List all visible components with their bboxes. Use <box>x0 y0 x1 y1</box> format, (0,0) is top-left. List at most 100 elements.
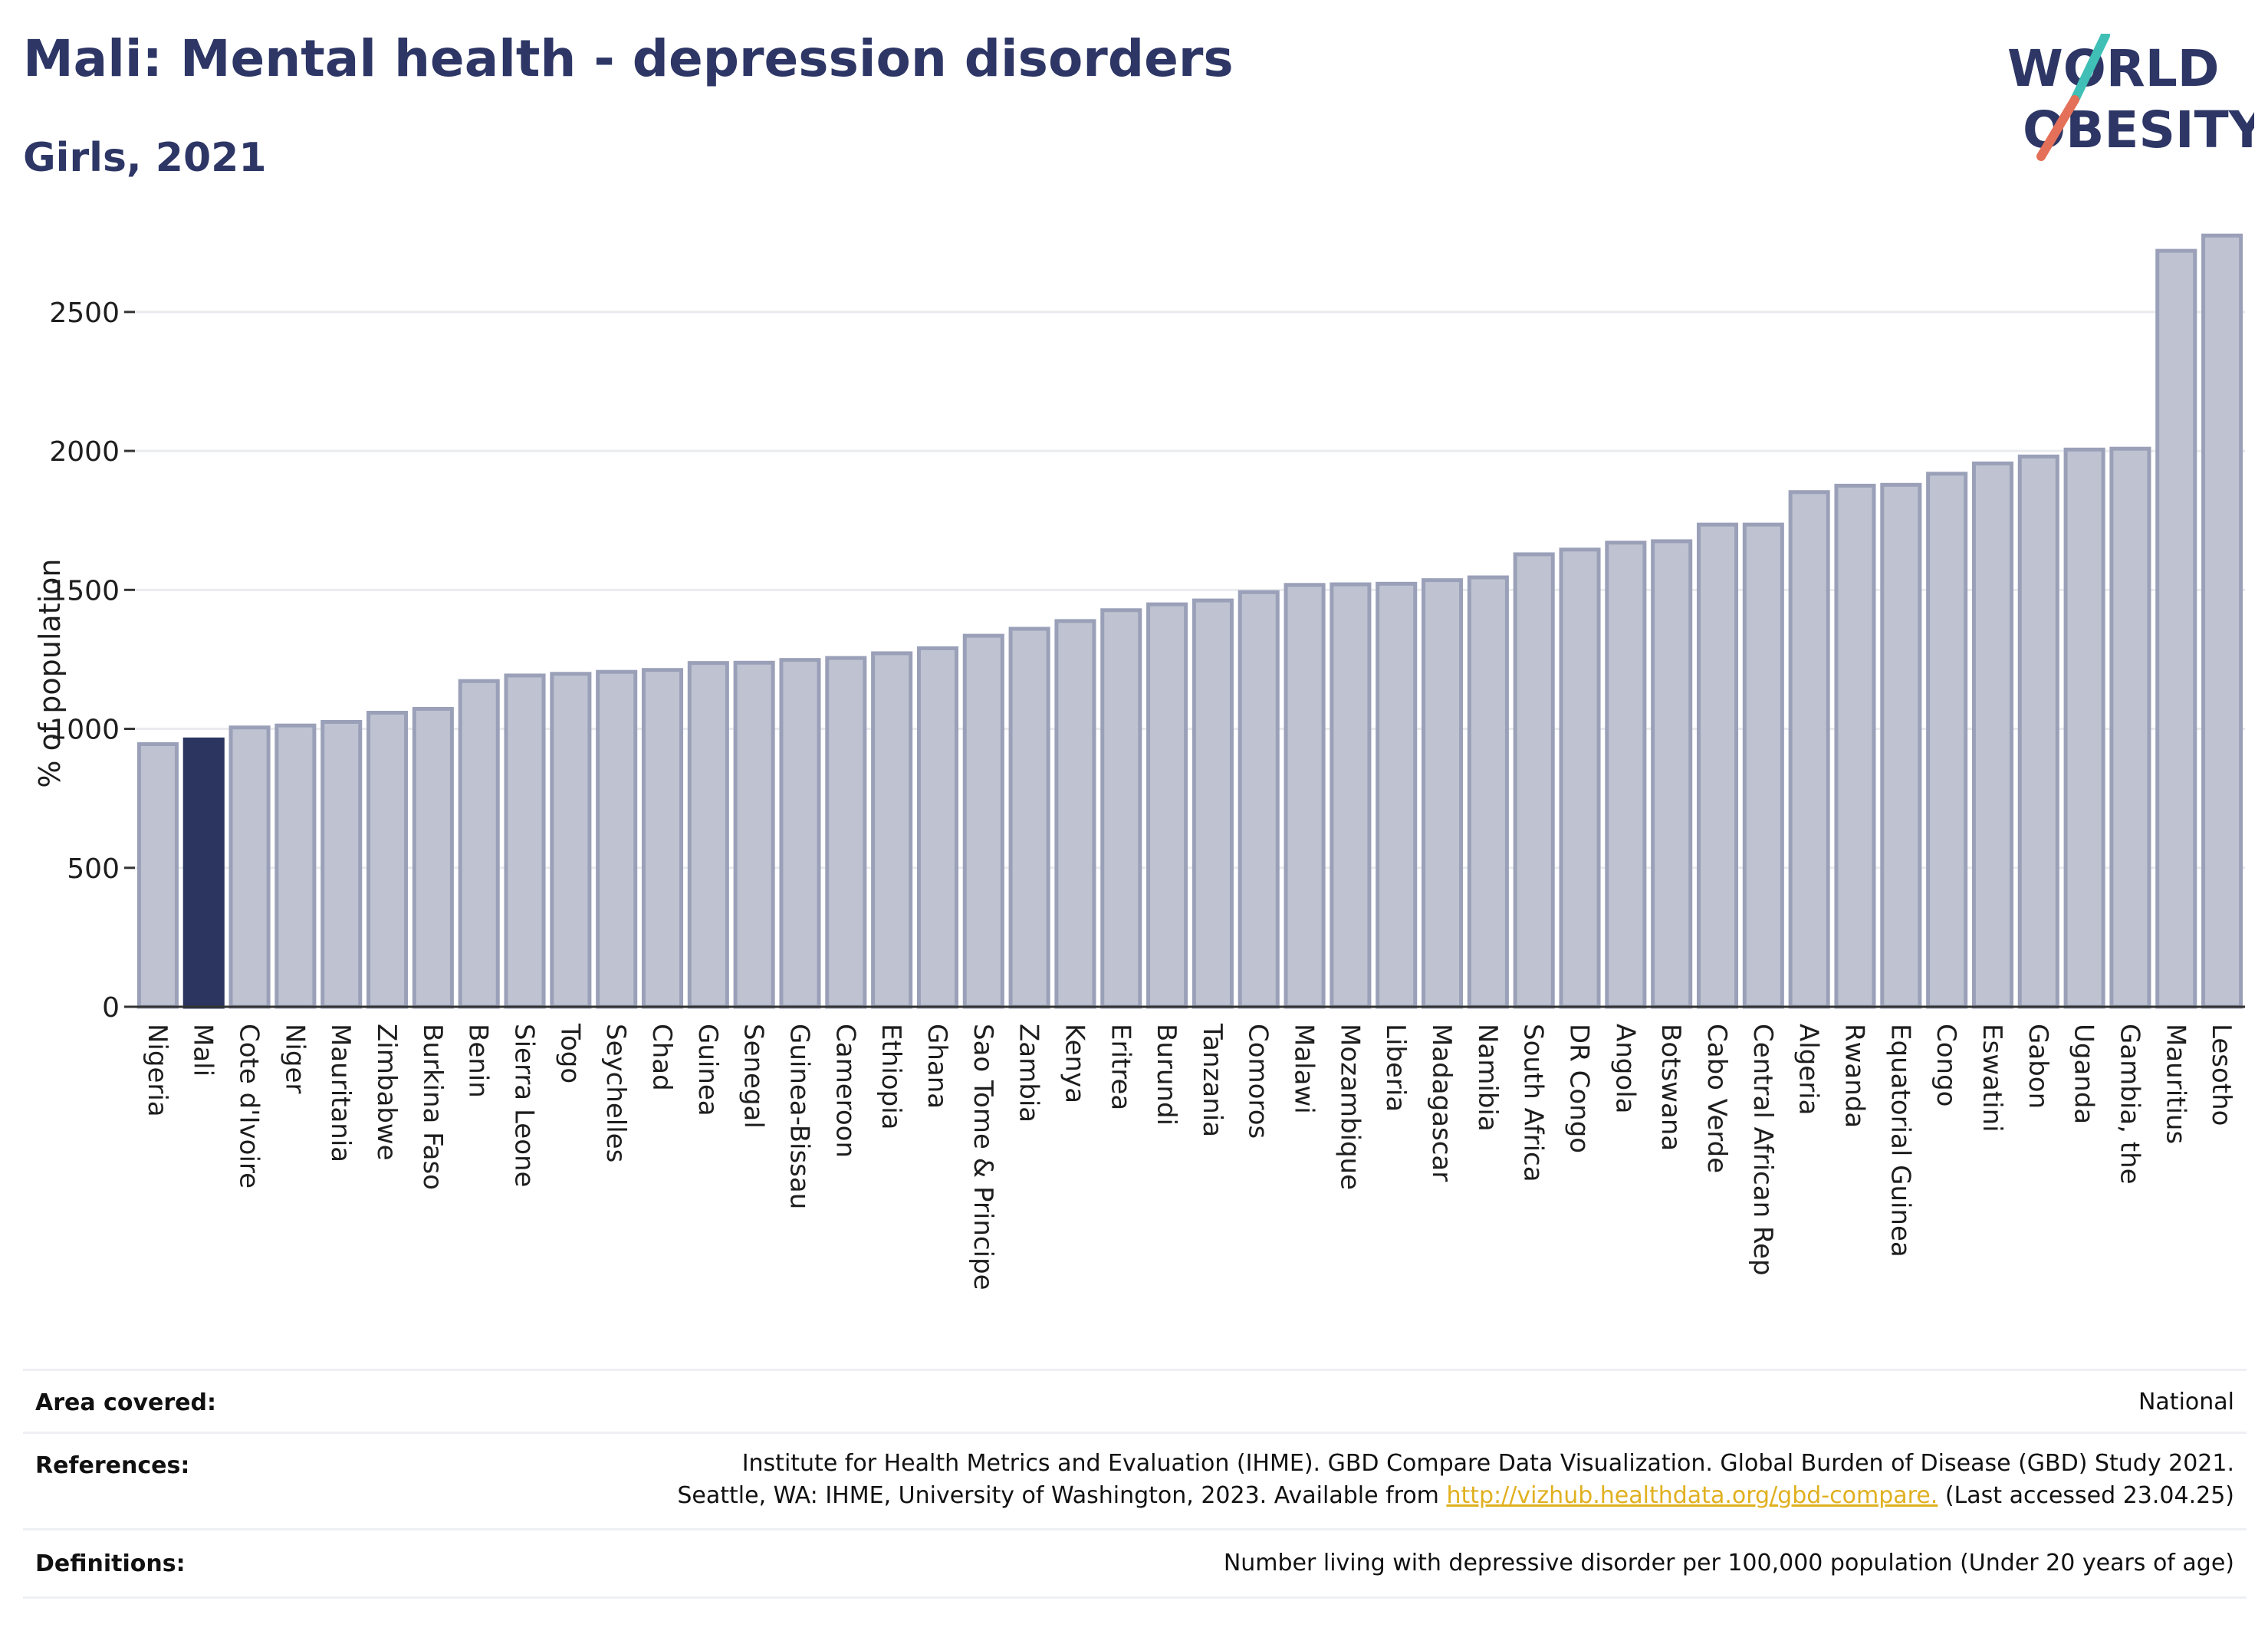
x-tick-label: Cameroon <box>830 1024 860 1158</box>
bar-south-africa <box>1513 552 1555 1009</box>
bar-sao-tome-principe <box>962 633 1004 1009</box>
bar-mauritius <box>2155 248 2197 1009</box>
x-tick-label: Chad <box>646 1024 677 1091</box>
bar-burundi <box>1146 602 1188 1009</box>
x-tick-label: Cote d'Ivoire <box>234 1024 265 1189</box>
x-tick-label: Malawi <box>1289 1024 1320 1114</box>
definitions-row: Definitions: Number living with depressi… <box>23 1528 2247 1599</box>
bar-niger <box>274 723 317 1009</box>
references-value: Institute for Health Metrics and Evaluat… <box>677 1448 2234 1512</box>
references-line-2-text: Seattle, WA: IHME, University of Washing… <box>677 1482 1447 1509</box>
bar-eswatini <box>1971 461 2013 1009</box>
bar-comoros <box>1238 590 1280 1009</box>
x-tick-label: Comoros <box>1243 1024 1274 1139</box>
bar-ghana <box>916 646 958 1009</box>
x-tick-label: Burundi <box>1151 1024 1182 1126</box>
bar-central-african-rep <box>1742 522 1784 1009</box>
bar-angola <box>1605 541 1647 1009</box>
area-covered-row: Area covered: National <box>23 1369 2247 1434</box>
x-tick-label: Rwanda <box>1839 1024 1869 1128</box>
references-label: References: <box>35 1452 190 1479</box>
x-tick-label: Sao Tome & Principe <box>968 1024 998 1290</box>
x-tick-label: South Africa <box>1518 1024 1549 1182</box>
axes: 0 500 1000 1500 2000 2500 Nigeria Mali Cote d'Iv… <box>49 298 2245 1290</box>
bar-zambia <box>1008 626 1050 1009</box>
x-tick-label: Uganda <box>2069 1024 2099 1124</box>
chart-title: Mali: Mental health - depression disorde… <box>23 29 1234 88</box>
bar-guinea <box>687 661 729 1009</box>
bar-togo <box>550 672 592 1009</box>
bar-malawi <box>1284 583 1326 1009</box>
x-tick-label: Madagascar <box>1426 1024 1457 1182</box>
references-line-1: Institute for Health Metrics and Evaluat… <box>741 1450 2234 1477</box>
x-tick-label: Niger <box>279 1024 310 1093</box>
x-tick-label: Benin <box>463 1024 494 1098</box>
references-row: References: Institute for Health Metrics… <box>23 1432 2247 1530</box>
x-tick-label: Eswatini <box>1977 1024 2007 1133</box>
definitions-label: Definitions: <box>35 1550 186 1577</box>
bar-tanzania <box>1192 598 1234 1009</box>
bar-zimbabwe <box>366 711 409 1009</box>
area-covered-label: Area covered: <box>35 1389 216 1416</box>
bar-mozambique <box>1330 582 1372 1009</box>
references-accessed: (Last accessed 23.04.25) <box>1938 1482 2234 1509</box>
x-tick-label: Zimbabwe <box>371 1024 402 1161</box>
x-tick-label: Algeria <box>1793 1024 1824 1115</box>
bar-uganda <box>2063 447 2105 1009</box>
bar-mauritania <box>320 719 363 1009</box>
x-tick-label: Burkina Faso <box>417 1024 448 1190</box>
x-tick-label: Guinea-Bissau <box>784 1024 814 1209</box>
bar-eritrea <box>1100 608 1142 1009</box>
x-tick-label: Angola <box>1609 1024 1640 1113</box>
references-line-2: Seattle, WA: IHME, University of Washing… <box>677 1480 2234 1512</box>
bar-gambia-the <box>2109 446 2151 1009</box>
x-tick-label: Mauritania <box>325 1024 356 1162</box>
x-tick-label: Zambia <box>1014 1024 1044 1123</box>
bar-cabo-verde <box>1696 522 1739 1009</box>
y-axis-label: % of population <box>33 558 67 787</box>
y-tick-label: 2500 <box>49 298 120 329</box>
x-tick-label: Ghana <box>922 1024 952 1109</box>
bar-equatorial-guinea <box>1880 482 1922 1009</box>
y-tick-label: 500 <box>67 853 120 885</box>
references-link[interactable]: http://vizhub.healthdata.org/gbd-compare… <box>1446 1482 1938 1509</box>
x-tick-label: Togo <box>554 1023 585 1083</box>
x-tick-label: Ethiopia <box>876 1024 906 1129</box>
bar-rwanda <box>1834 483 1876 1009</box>
bar-sierra-leone <box>504 673 546 1009</box>
definitions-value: Number living with depressive disorder p… <box>1223 1550 2234 1576</box>
x-tick-label: Botswana <box>1655 1024 1686 1151</box>
bar-seychelles <box>596 669 638 1009</box>
bar-algeria <box>1788 490 1830 1009</box>
bar-burkina-faso <box>412 706 454 1009</box>
bar-chad <box>641 668 684 1009</box>
x-tick-label: Tanzania <box>1197 1023 1228 1137</box>
y-tick-label: 1500 <box>49 575 120 607</box>
x-tick-label: Sierra Leone <box>509 1024 540 1187</box>
y-tick-label: 1000 <box>49 715 120 746</box>
area-covered-value: National <box>2138 1389 2234 1415</box>
bar-namibia <box>1467 575 1509 1009</box>
y-tick-label: 2000 <box>49 436 120 468</box>
bars <box>136 233 2243 1009</box>
bar-guinea-bissau <box>779 658 821 1009</box>
logo-word-world: WORLD <box>2007 39 2220 98</box>
x-tick-label: Liberia <box>1380 1024 1411 1112</box>
x-tick-label: Seychelles <box>600 1024 631 1162</box>
bar-madagascar <box>1422 578 1464 1009</box>
x-tick-label: Equatorial Guinea <box>1885 1024 1915 1258</box>
bar-benin <box>458 679 500 1009</box>
x-tick-label: DR Congo <box>1564 1024 1595 1153</box>
x-tick-label: Eritrea <box>1105 1024 1136 1110</box>
bar-cote-d-ivoire <box>228 725 271 1009</box>
x-tick-label: Mozambique <box>1334 1024 1365 1190</box>
world-obesity-logo: WORLD OBESITY <box>2007 34 2254 161</box>
x-tick-label: Kenya <box>1059 1024 1090 1103</box>
bar-mali <box>182 737 225 1009</box>
chart-subtitle: Girls, 2021 <box>23 135 267 181</box>
bar-ethiopia <box>871 651 913 1009</box>
logo-coral-slash <box>2036 95 2079 161</box>
x-tick-label: Guinea <box>692 1024 723 1116</box>
bar-liberia <box>1376 581 1418 1009</box>
bar-senegal <box>733 660 775 1009</box>
